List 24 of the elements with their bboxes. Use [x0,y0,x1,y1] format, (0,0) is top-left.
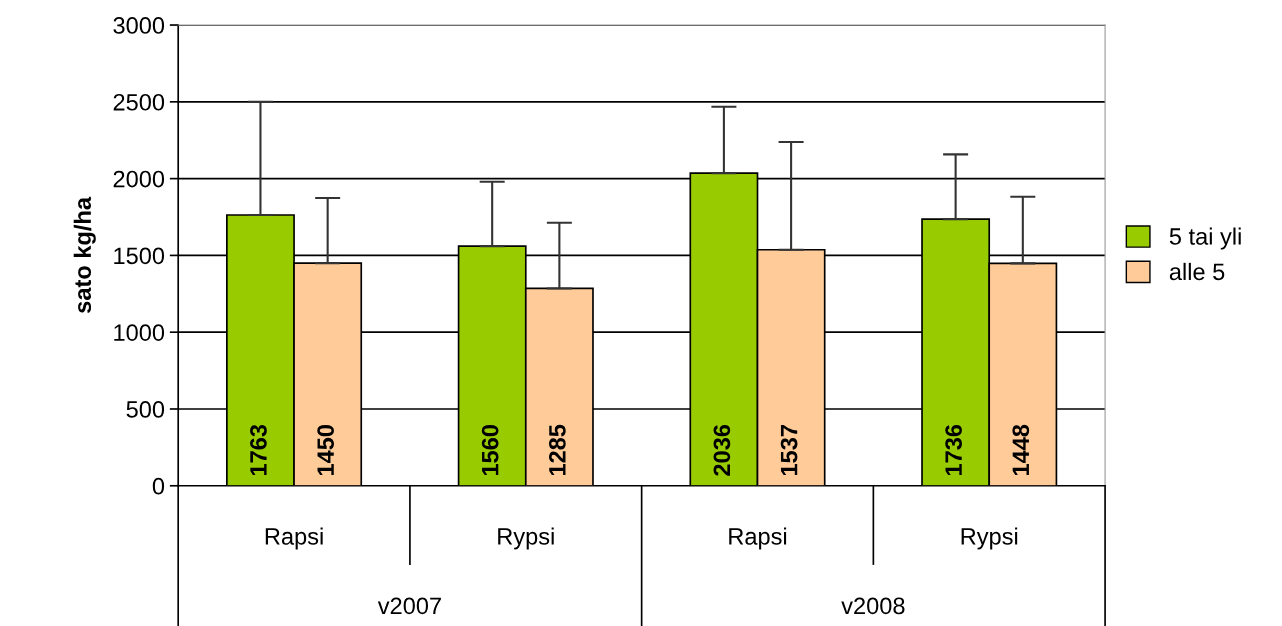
data-label: 1763 [250,424,267,476]
y-tick-label: 2000 [113,170,165,188]
y-tick-label: 2500 [113,93,165,111]
x-tick-label: Rapsi [265,527,323,550]
data-label: 1537 [780,425,798,476]
x-tick-label: Rypsi [498,527,554,550]
legend-label: alle 5 [1169,262,1225,281]
data-label: 1448 [1012,424,1030,476]
y-tick-label: 1000 [114,324,165,341]
data-label: 1450 [317,425,334,476]
x-tick-label: Rapsi [729,527,787,550]
legend-label: 5 tai yli [1169,227,1241,250]
data-label: 1560 [481,425,499,476]
y-tick-label: 500 [126,401,165,418]
y-tick-label: 0 [152,477,165,495]
y-tick-label: 3000 [113,17,165,34]
data-label: 2036 [713,424,731,476]
y-tick-label: 1500 [114,247,165,265]
y-axis-title: sato kg/ha [73,196,96,313]
x-tick-label: Rypsi [961,527,1018,550]
data-label: 1285 [549,424,566,476]
data-label: 1736 [945,424,962,476]
text: v2007 [377,597,441,615]
text: v2008 [841,597,905,615]
